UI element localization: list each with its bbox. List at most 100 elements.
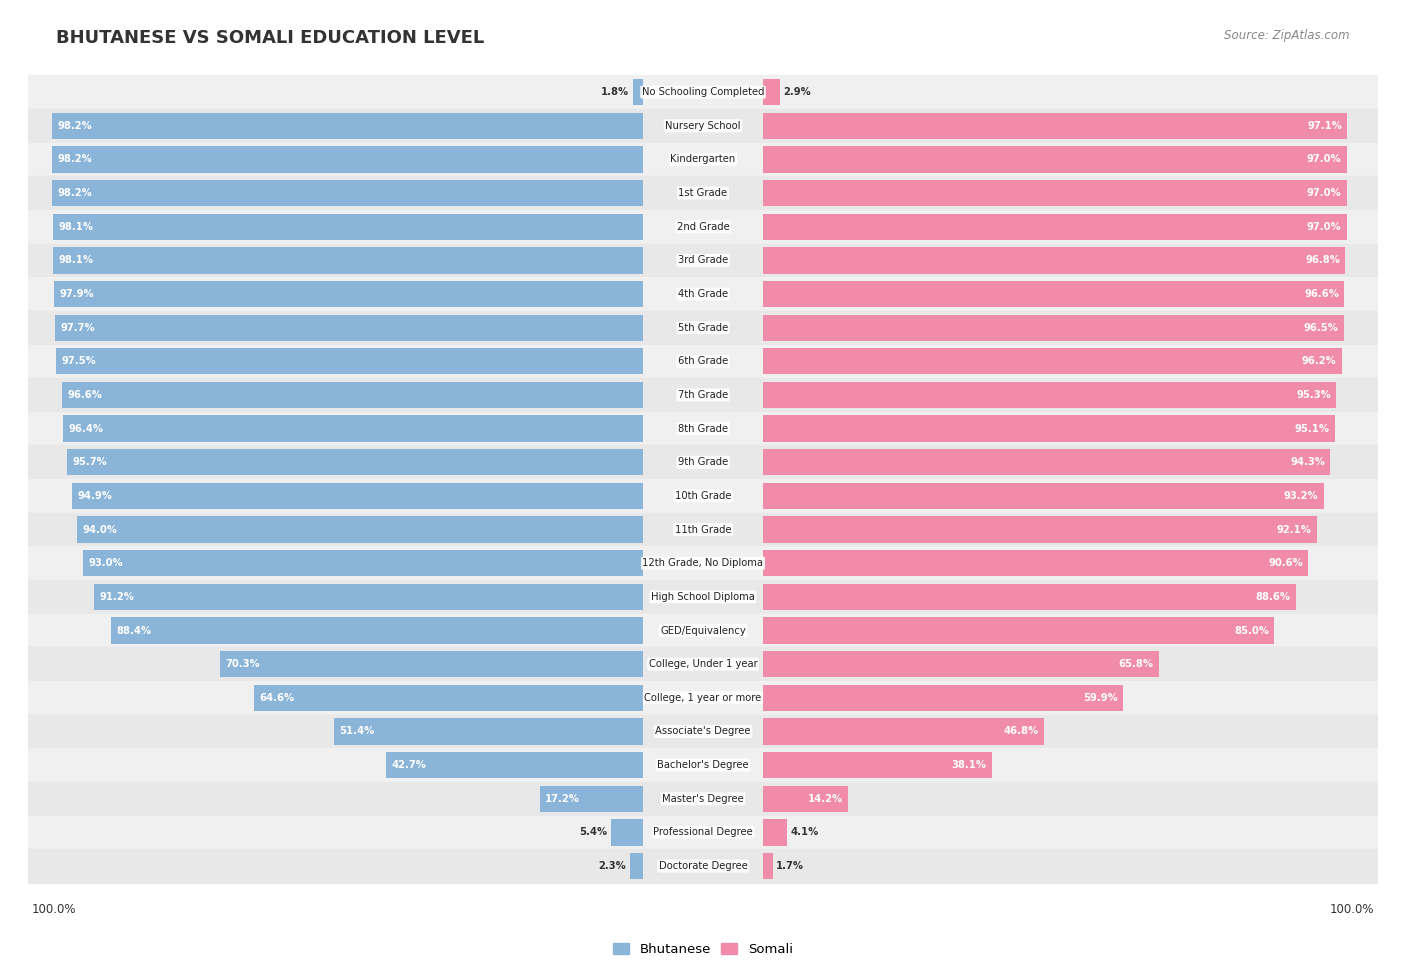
- Text: 94.3%: 94.3%: [1291, 457, 1324, 467]
- Bar: [52, 113, 644, 138]
- Text: 14.2%: 14.2%: [807, 794, 842, 803]
- Bar: [28, 580, 1378, 613]
- Text: Professional Degree: Professional Degree: [654, 828, 752, 838]
- Text: 17.2%: 17.2%: [546, 794, 581, 803]
- Text: 51.4%: 51.4%: [339, 726, 374, 736]
- Bar: [28, 311, 1378, 344]
- Bar: [83, 550, 644, 576]
- Bar: [254, 684, 644, 711]
- Text: Source: ZipAtlas.com: Source: ZipAtlas.com: [1225, 29, 1350, 42]
- Text: 90.6%: 90.6%: [1268, 559, 1303, 568]
- Bar: [52, 180, 644, 206]
- Bar: [63, 415, 644, 442]
- Text: 4th Grade: 4th Grade: [678, 289, 728, 299]
- Bar: [28, 513, 1378, 546]
- Text: 65.8%: 65.8%: [1118, 659, 1153, 669]
- Text: 5th Grade: 5th Grade: [678, 323, 728, 332]
- Bar: [67, 449, 644, 476]
- Bar: [540, 786, 644, 812]
- Text: 92.1%: 92.1%: [1277, 525, 1312, 534]
- Bar: [612, 819, 644, 845]
- Text: 93.0%: 93.0%: [89, 559, 124, 568]
- Text: 97.9%: 97.9%: [59, 289, 94, 299]
- Bar: [762, 415, 1336, 442]
- Bar: [55, 315, 644, 341]
- Bar: [762, 315, 1344, 341]
- Legend: Bhutanese, Somali: Bhutanese, Somali: [607, 938, 799, 961]
- Text: 2.3%: 2.3%: [599, 861, 626, 871]
- Bar: [111, 617, 644, 644]
- Text: 97.0%: 97.0%: [1306, 221, 1341, 232]
- Bar: [28, 446, 1378, 479]
- Text: 88.4%: 88.4%: [117, 626, 152, 636]
- Bar: [28, 613, 1378, 647]
- Bar: [762, 281, 1344, 307]
- Bar: [762, 819, 787, 845]
- Text: College, Under 1 year: College, Under 1 year: [648, 659, 758, 669]
- Text: 95.1%: 95.1%: [1295, 423, 1330, 434]
- Text: 93.2%: 93.2%: [1284, 490, 1319, 501]
- Bar: [762, 180, 1347, 206]
- Text: 3rd Grade: 3rd Grade: [678, 255, 728, 265]
- Bar: [28, 815, 1378, 849]
- Bar: [762, 786, 848, 812]
- Bar: [28, 479, 1378, 513]
- Bar: [762, 382, 1336, 409]
- Bar: [762, 79, 780, 105]
- Bar: [28, 681, 1378, 715]
- Text: 59.9%: 59.9%: [1083, 693, 1118, 703]
- Bar: [762, 550, 1308, 576]
- Text: 96.5%: 96.5%: [1303, 323, 1339, 332]
- Bar: [28, 277, 1378, 311]
- Text: 100.0%: 100.0%: [31, 903, 76, 916]
- Bar: [77, 517, 644, 543]
- Bar: [53, 248, 644, 274]
- Text: 70.3%: 70.3%: [225, 659, 260, 669]
- Text: 5.4%: 5.4%: [579, 828, 607, 838]
- Bar: [53, 281, 644, 307]
- Text: College, 1 year or more: College, 1 year or more: [644, 693, 762, 703]
- Text: Kindergarten: Kindergarten: [671, 154, 735, 165]
- Text: 88.6%: 88.6%: [1256, 592, 1291, 602]
- Bar: [53, 214, 644, 240]
- Text: 98.2%: 98.2%: [58, 121, 93, 131]
- Bar: [633, 79, 644, 105]
- Text: 1.8%: 1.8%: [602, 87, 630, 98]
- Text: GED/Equivalency: GED/Equivalency: [661, 626, 745, 636]
- Bar: [28, 344, 1378, 378]
- Bar: [762, 483, 1323, 509]
- Text: Doctorate Degree: Doctorate Degree: [658, 861, 748, 871]
- Bar: [28, 109, 1378, 142]
- Bar: [630, 853, 644, 879]
- Bar: [28, 748, 1378, 782]
- Text: 4.1%: 4.1%: [790, 828, 818, 838]
- Bar: [62, 382, 644, 409]
- Text: 95.3%: 95.3%: [1296, 390, 1331, 400]
- Text: 96.2%: 96.2%: [1302, 356, 1337, 367]
- Text: 11th Grade: 11th Grade: [675, 525, 731, 534]
- Text: 96.8%: 96.8%: [1305, 255, 1340, 265]
- Text: 97.0%: 97.0%: [1306, 154, 1341, 165]
- Bar: [762, 248, 1346, 274]
- Text: 2.9%: 2.9%: [783, 87, 811, 98]
- Text: 96.4%: 96.4%: [69, 423, 103, 434]
- Text: Bachelor's Degree: Bachelor's Degree: [657, 760, 749, 770]
- Text: 38.1%: 38.1%: [952, 760, 987, 770]
- Text: Master's Degree: Master's Degree: [662, 794, 744, 803]
- Bar: [52, 146, 644, 173]
- Bar: [72, 483, 644, 509]
- Text: 2nd Grade: 2nd Grade: [676, 221, 730, 232]
- Text: 98.1%: 98.1%: [58, 255, 93, 265]
- Text: 96.6%: 96.6%: [67, 390, 103, 400]
- Bar: [335, 719, 644, 745]
- Bar: [762, 651, 1159, 678]
- Bar: [28, 244, 1378, 277]
- Bar: [28, 546, 1378, 580]
- Text: High School Diploma: High School Diploma: [651, 592, 755, 602]
- Bar: [28, 378, 1378, 411]
- Text: Nursery School: Nursery School: [665, 121, 741, 131]
- Text: BHUTANESE VS SOMALI EDUCATION LEVEL: BHUTANESE VS SOMALI EDUCATION LEVEL: [56, 29, 485, 47]
- Bar: [28, 75, 1378, 109]
- Text: 95.7%: 95.7%: [73, 457, 107, 467]
- Bar: [221, 651, 644, 678]
